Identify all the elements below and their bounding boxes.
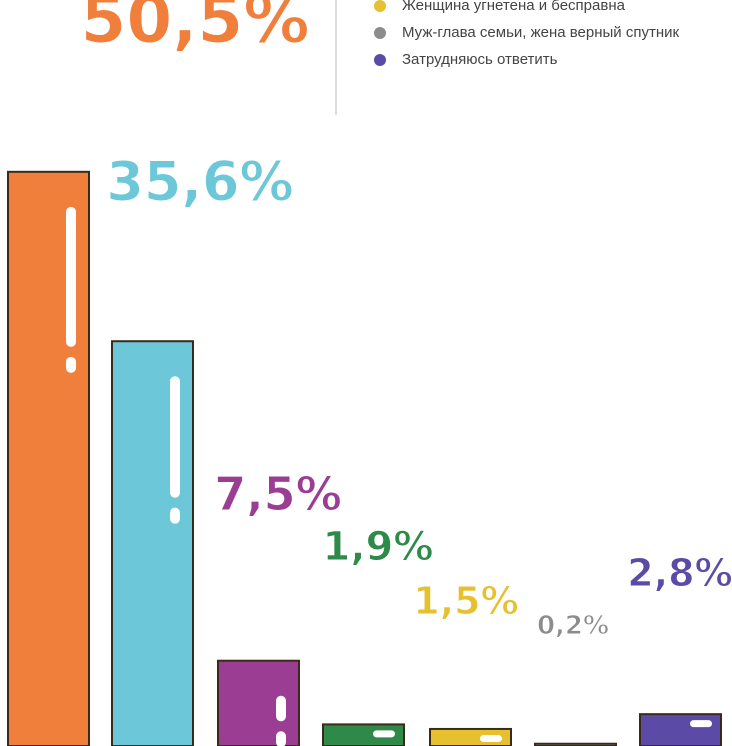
bar-highlight bbox=[373, 730, 395, 738]
bar bbox=[217, 659, 300, 746]
bar bbox=[111, 340, 194, 746]
value-label: 0,2% bbox=[537, 611, 609, 641]
bar-highlight bbox=[690, 720, 712, 728]
bar-highlight bbox=[66, 356, 76, 373]
legend: Женщина угнетена и бесправна Муж-глава се… bbox=[368, 0, 698, 77]
bar-highlight bbox=[276, 695, 286, 722]
bar bbox=[534, 742, 617, 746]
value-label: 2,8% bbox=[627, 551, 732, 595]
value-label: 35,6% bbox=[106, 150, 293, 213]
legend-item: Затрудняюсь ответить bbox=[368, 50, 698, 69]
legend-item: Муж-глава семьи, жена верный спутник bbox=[368, 23, 698, 42]
legend-label: Затрудняюсь ответить bbox=[402, 51, 558, 68]
bar-highlight bbox=[480, 734, 502, 742]
legend-label: Женщина угнетена и бесправна bbox=[402, 0, 625, 14]
value-label: 1,9% bbox=[323, 524, 434, 570]
value-label: 50,5% bbox=[81, 0, 310, 58]
legend-swatch bbox=[374, 27, 386, 39]
bar bbox=[639, 713, 722, 746]
bar-highlight bbox=[276, 731, 286, 746]
bar-highlight bbox=[170, 376, 180, 498]
bar-highlight bbox=[170, 507, 180, 524]
bar-highlight bbox=[66, 206, 76, 347]
legend-swatch bbox=[374, 54, 386, 66]
value-label: 7,5% bbox=[214, 467, 342, 521]
legend-item: Женщина угнетена и бесправна bbox=[368, 0, 698, 15]
value-label: 1,5% bbox=[413, 579, 518, 623]
legend-label: Муж-глава семьи, жена верный спутник bbox=[402, 24, 680, 41]
bar bbox=[7, 170, 90, 746]
legend-swatch bbox=[374, 0, 386, 12]
